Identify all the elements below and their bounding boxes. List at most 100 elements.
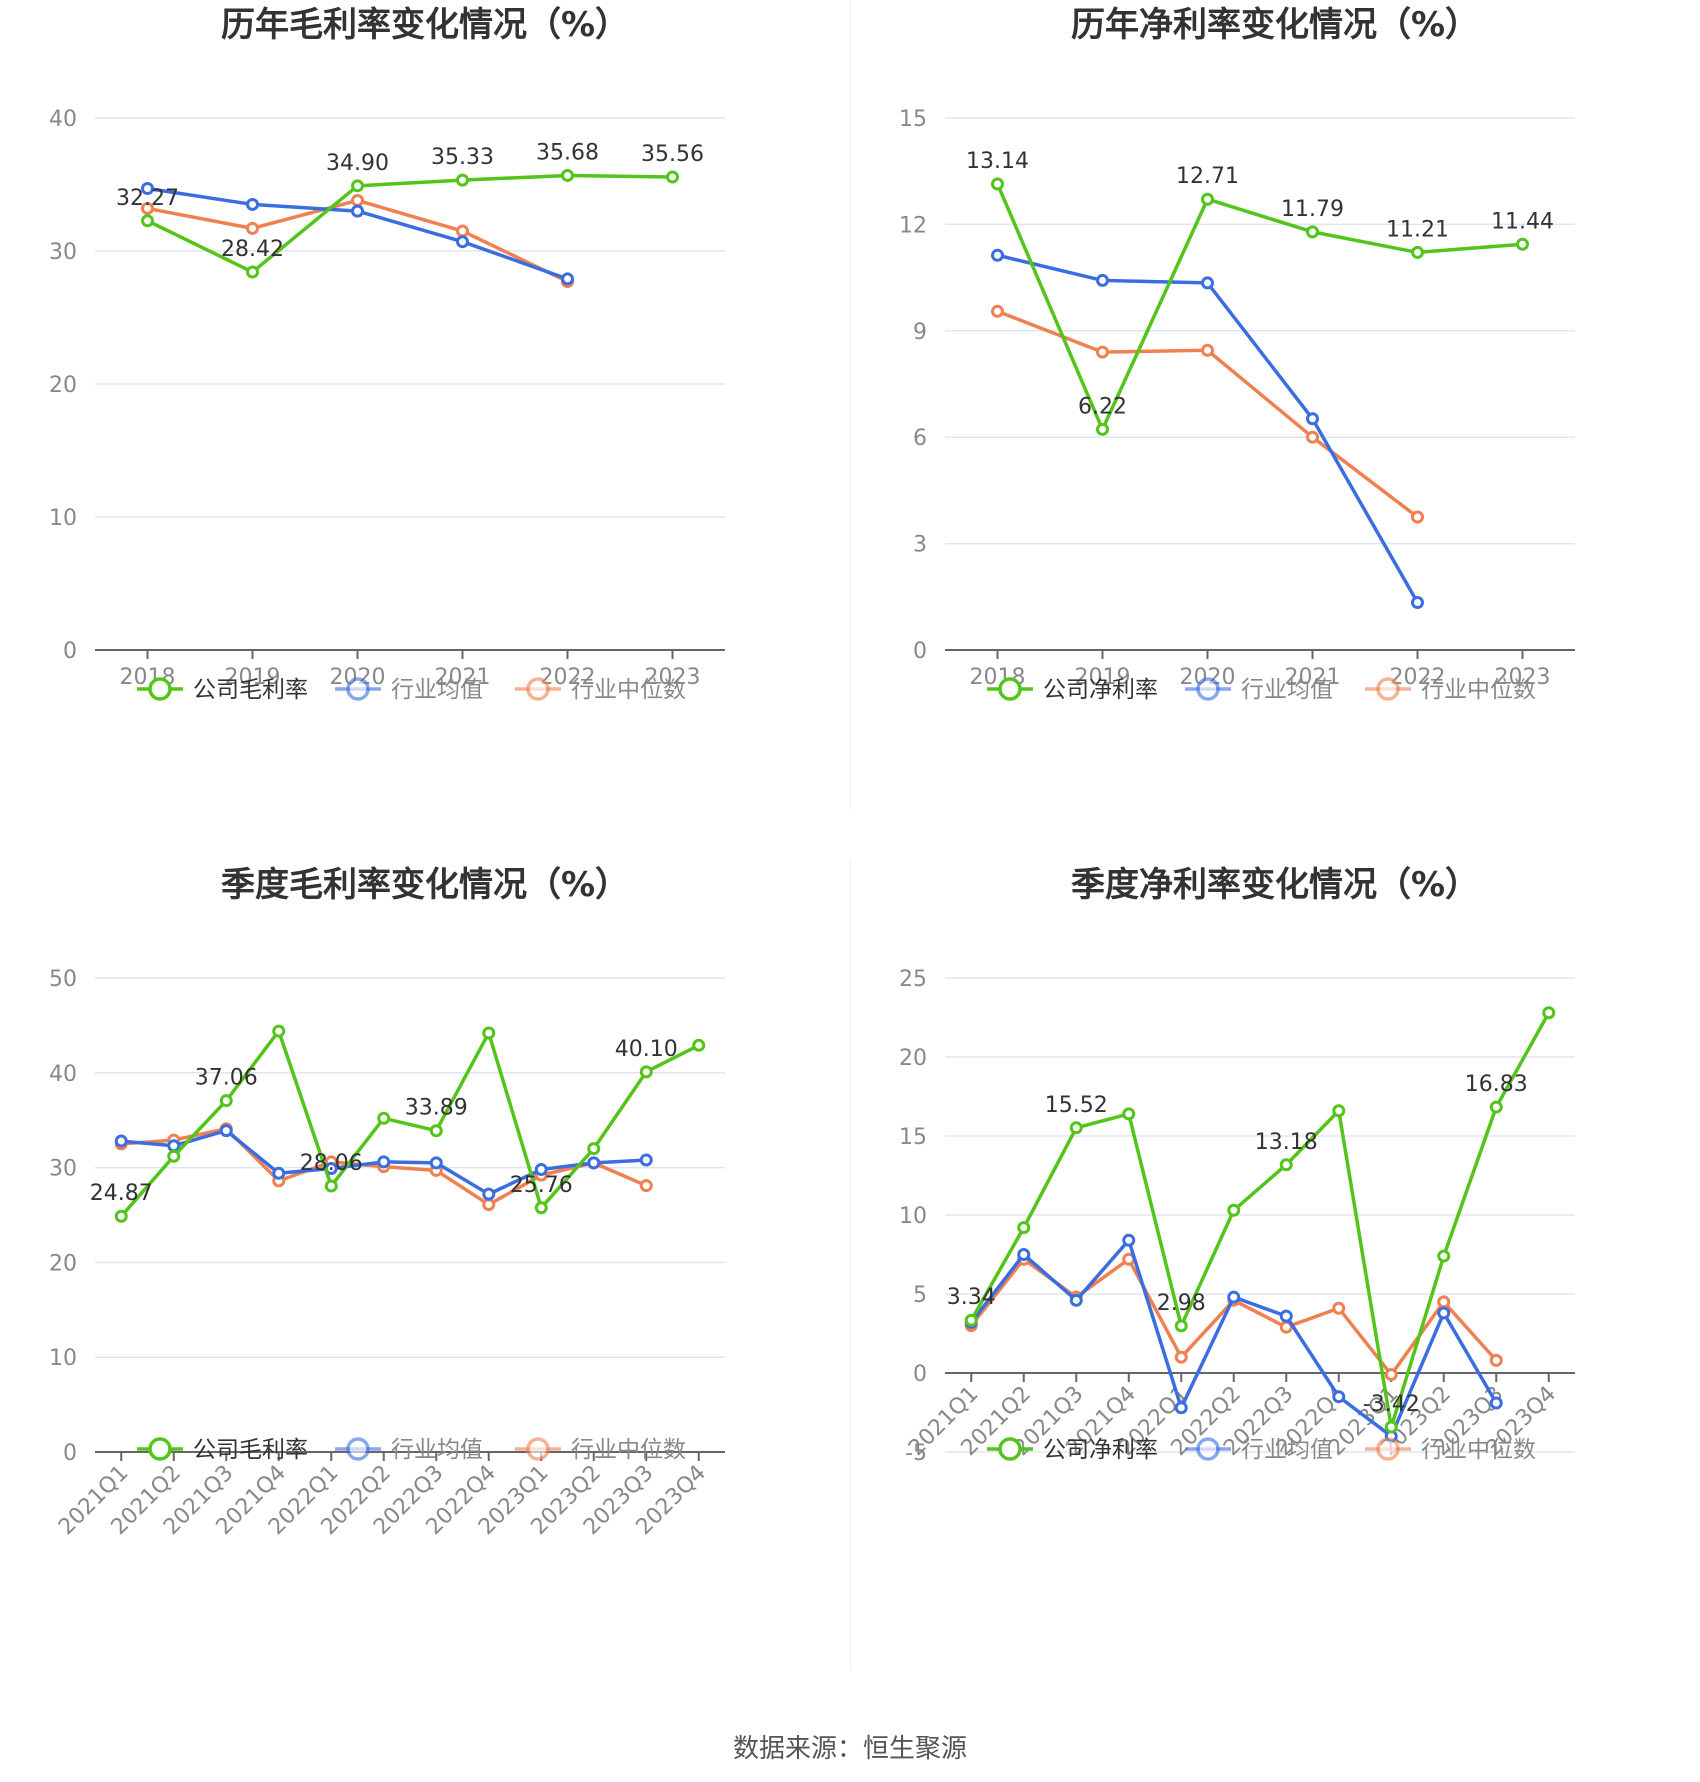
data-point-median[interactable] (351, 193, 364, 207)
data-point-company[interactable] (1306, 225, 1319, 239)
data-point-avg[interactable] (1279, 1309, 1293, 1323)
data-point-median[interactable] (141, 201, 154, 215)
data-point-avg[interactable] (639, 1153, 653, 1167)
data-point-avg[interactable] (377, 1155, 391, 1169)
legend-item-avg[interactable]: 行业均值 (1185, 1437, 1333, 1463)
data-point-avg[interactable] (351, 204, 364, 218)
legend-item-avg[interactable]: 行业均值 (1185, 677, 1333, 703)
data-point-company[interactable] (991, 177, 1004, 191)
data-point-median[interactable] (1332, 1301, 1346, 1315)
data-point-median[interactable] (1201, 343, 1214, 357)
legend-item-median[interactable]: 行业中位数 (515, 677, 686, 703)
data-point-company[interactable] (1174, 1319, 1188, 1333)
data-point-avg[interactable] (1437, 1306, 1451, 1320)
data-point-median[interactable] (1411, 510, 1424, 524)
data-point-company[interactable] (1542, 1006, 1556, 1020)
data-point-company[interactable] (219, 1094, 233, 1108)
legend-item-median[interactable]: 行业中位数 (1365, 1437, 1536, 1463)
data-point-median[interactable] (1437, 1295, 1451, 1309)
data-point-avg[interactable] (1489, 1396, 1503, 1410)
data-point-company[interactable] (351, 179, 364, 193)
data-point-company[interactable] (1516, 237, 1529, 251)
legend-marker (998, 677, 1022, 701)
data-point-avg[interactable] (1017, 1248, 1031, 1261)
data-point-avg[interactable] (1306, 412, 1319, 426)
data-point-avg[interactable] (534, 1162, 548, 1176)
data-point-company[interactable] (639, 1065, 653, 1079)
data-point-company[interactable] (964, 1313, 978, 1327)
data-point-company[interactable] (1489, 1100, 1503, 1114)
data-point-company[interactable] (377, 1111, 391, 1125)
legend-label: 行业均值 (391, 1437, 483, 1463)
data-point-company[interactable] (456, 173, 469, 187)
data-point-avg[interactable] (219, 1124, 233, 1138)
data-point-company[interactable] (167, 1149, 181, 1163)
data-point-avg[interactable] (141, 181, 154, 195)
data-point-company[interactable] (1122, 1107, 1136, 1121)
legend-marker (1196, 1437, 1220, 1461)
data-point-company[interactable] (561, 168, 574, 182)
legend-item-avg[interactable]: 行业均值 (335, 677, 483, 703)
data-point-median[interactable] (1306, 430, 1319, 444)
data-point-company[interactable] (429, 1124, 443, 1138)
data-point-company[interactable] (1332, 1104, 1346, 1118)
legend-item-median[interactable]: 行业中位数 (1365, 677, 1536, 703)
data-point-company[interactable] (1017, 1221, 1031, 1235)
legend-item-avg[interactable]: 行业均值 (335, 1437, 483, 1463)
series-line-avg (997, 253, 1420, 604)
data-point-avg[interactable] (272, 1166, 286, 1180)
data-point-company[interactable] (666, 170, 679, 184)
data-point-median[interactable] (1384, 1368, 1398, 1382)
legend-item-company[interactable]: 公司毛利率 (137, 1437, 308, 1463)
data-point-avg[interactable] (167, 1139, 181, 1153)
data-point-company[interactable] (272, 1024, 286, 1038)
data-point-avg[interactable] (1201, 276, 1214, 290)
data-point-median[interactable] (991, 304, 1004, 318)
data-point-company[interactable] (1227, 1203, 1241, 1217)
data-point-company[interactable] (324, 1179, 338, 1193)
data-label: 35.68 (536, 140, 599, 165)
legend-item-company[interactable]: 公司毛利率 (137, 677, 308, 703)
data-point-avg[interactable] (429, 1156, 443, 1170)
data-point-median[interactable] (1096, 345, 1109, 359)
data-point-avg[interactable] (1174, 1401, 1188, 1415)
data-point-avg[interactable] (114, 1134, 128, 1148)
data-point-company[interactable] (1411, 245, 1424, 259)
legend-item-company[interactable]: 公司净利率 (987, 1437, 1158, 1463)
data-point-company[interactable] (1201, 192, 1214, 206)
data-point-company[interactable] (1069, 1121, 1083, 1135)
y-tick-label: 10 (899, 1204, 927, 1229)
data-point-avg[interactable] (561, 272, 574, 286)
data-point-company[interactable] (534, 1201, 548, 1215)
data-point-avg[interactable] (1411, 595, 1424, 609)
data-point-avg[interactable] (1227, 1290, 1241, 1304)
data-point-median[interactable] (1174, 1350, 1188, 1364)
data-point-avg[interactable] (1122, 1233, 1136, 1247)
data-point-avg[interactable] (991, 248, 1004, 262)
data-point-company[interactable] (1096, 422, 1109, 436)
data-point-median[interactable] (482, 1198, 496, 1212)
data-point-avg[interactable] (456, 235, 469, 249)
legend-item-median[interactable]: 行业中位数 (515, 1437, 686, 1463)
data-point-company[interactable] (482, 1026, 496, 1040)
data-point-median[interactable] (1489, 1353, 1503, 1367)
data-point-avg[interactable] (1096, 273, 1109, 287)
legend-item-company[interactable]: 公司净利率 (987, 677, 1158, 703)
data-point-company[interactable] (246, 265, 259, 279)
data-point-company[interactable] (587, 1142, 601, 1156)
data-point-company[interactable] (1437, 1249, 1451, 1263)
data-point-median[interactable] (246, 221, 259, 235)
data-point-avg[interactable] (1332, 1390, 1346, 1404)
data-point-company[interactable] (1384, 1420, 1398, 1434)
data-label: 32.27 (116, 186, 179, 211)
data-point-median[interactable] (639, 1179, 653, 1193)
data-point-avg[interactable] (246, 197, 259, 211)
data-point-median[interactable] (456, 224, 469, 238)
data-point-avg[interactable] (482, 1187, 496, 1201)
data-point-company[interactable] (114, 1209, 128, 1223)
data-point-company[interactable] (141, 214, 154, 228)
data-point-avg[interactable] (587, 1156, 601, 1170)
data-point-company[interactable] (692, 1038, 706, 1052)
data-point-avg[interactable] (1069, 1293, 1083, 1307)
data-point-company[interactable] (1279, 1158, 1293, 1172)
